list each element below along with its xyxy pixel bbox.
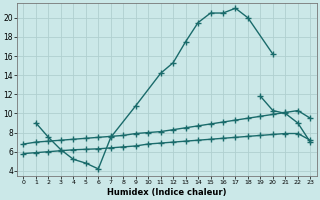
X-axis label: Humidex (Indice chaleur): Humidex (Indice chaleur) <box>107 188 227 197</box>
